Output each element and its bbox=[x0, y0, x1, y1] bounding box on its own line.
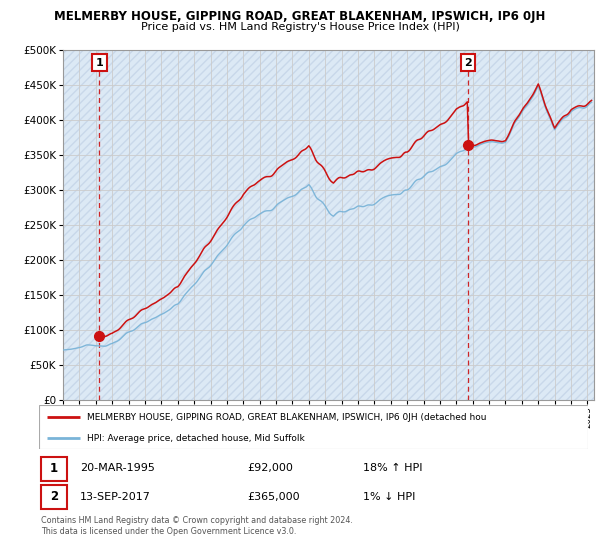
Text: 1% ↓ HPI: 1% ↓ HPI bbox=[363, 492, 415, 502]
Text: 20-MAR-1995: 20-MAR-1995 bbox=[80, 463, 155, 473]
Text: 18% ↑ HPI: 18% ↑ HPI bbox=[363, 463, 422, 473]
Text: Contains HM Land Registry data © Crown copyright and database right 2024.
This d: Contains HM Land Registry data © Crown c… bbox=[41, 516, 353, 536]
Bar bbox=[63, 50, 594, 400]
Text: £92,000: £92,000 bbox=[248, 463, 293, 473]
FancyBboxPatch shape bbox=[41, 485, 67, 510]
Text: MELMERBY HOUSE, GIPPING ROAD, GREAT BLAKENHAM, IPSWICH, IP6 0JH: MELMERBY HOUSE, GIPPING ROAD, GREAT BLAK… bbox=[55, 10, 545, 22]
Text: 2: 2 bbox=[50, 490, 58, 503]
Text: MELMERBY HOUSE, GIPPING ROAD, GREAT BLAKENHAM, IPSWICH, IP6 0JH (detached hou: MELMERBY HOUSE, GIPPING ROAD, GREAT BLAK… bbox=[88, 413, 487, 422]
FancyBboxPatch shape bbox=[41, 456, 67, 481]
Text: 1: 1 bbox=[95, 58, 103, 68]
Text: HPI: Average price, detached house, Mid Suffolk: HPI: Average price, detached house, Mid … bbox=[88, 433, 305, 443]
Text: Price paid vs. HM Land Registry's House Price Index (HPI): Price paid vs. HM Land Registry's House … bbox=[140, 22, 460, 32]
Text: £365,000: £365,000 bbox=[248, 492, 300, 502]
Text: 1: 1 bbox=[50, 462, 58, 475]
Text: 2: 2 bbox=[464, 58, 472, 68]
Text: 13-SEP-2017: 13-SEP-2017 bbox=[80, 492, 151, 502]
FancyBboxPatch shape bbox=[39, 405, 588, 449]
